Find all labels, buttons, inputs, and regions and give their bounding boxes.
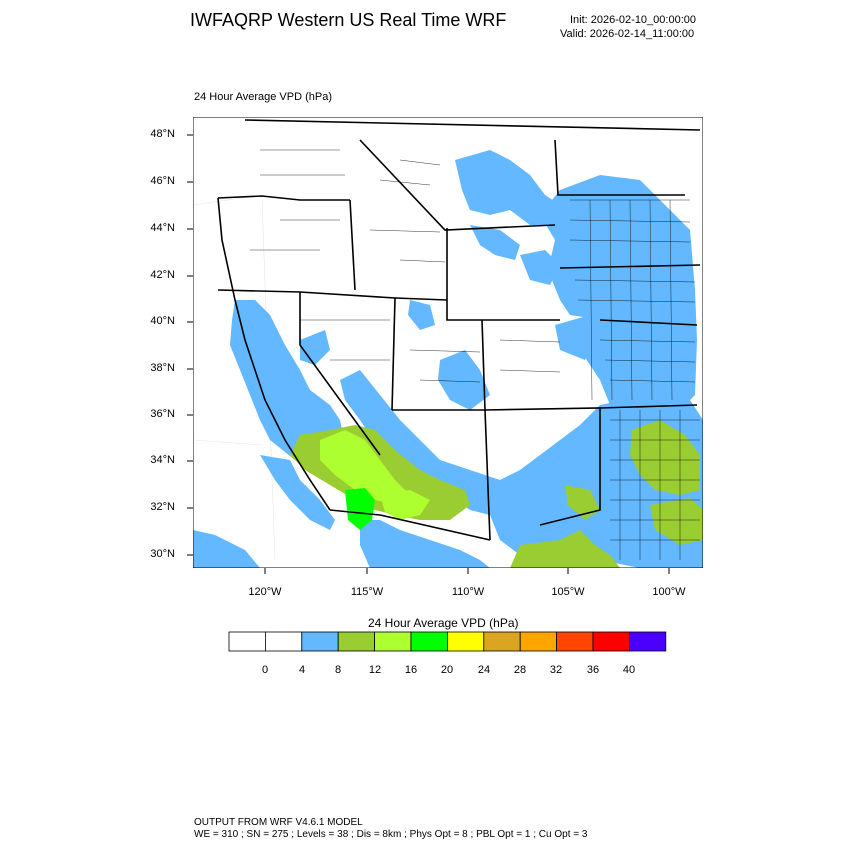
colorbar-box [410, 631, 448, 652]
border-id [349, 199, 448, 301]
colorbar-box [446, 631, 485, 652]
colorbar-box [228, 631, 266, 652]
lon-label-100: 100°W [652, 586, 686, 598]
lat-label-36: 36°N [150, 408, 175, 420]
colorbar-tick: 32 [549, 664, 563, 676]
border-ne-ks [599, 319, 698, 326]
colorbar-tick: 28 [513, 664, 527, 676]
colorbar-tick: 4 [298, 664, 306, 676]
axis-ticks [187, 134, 670, 574]
plot-title: IWFAQRP Western US Real Time WRF [190, 10, 507, 30]
border-ks-ok [599, 404, 698, 409]
vpd-region-texas-south [650, 498, 703, 545]
footer-model: OUTPUT FROM WRF V4.6.1 MODEL [194, 817, 363, 828]
vpd-region-texas-panhandle [630, 420, 700, 495]
colorbar-tick: 40 [622, 664, 636, 676]
colorbar-box [374, 631, 412, 652]
colorbar-tick: 20 [440, 664, 454, 676]
lon-label-115: 115°W [350, 586, 384, 598]
border-or-wa [217, 195, 350, 201]
footer-config: WE = 310 ; SN = 275 ; Levels = 38 ; Dis … [194, 829, 588, 840]
colorbar-box [337, 631, 376, 652]
vpd-region-socal [260, 455, 335, 530]
colorbar-tick: 24 [477, 664, 491, 676]
border-wy-co [446, 228, 560, 321]
border-or-ca [217, 289, 301, 293]
county-lines [250, 149, 700, 560]
colorbar-box [301, 631, 339, 652]
colorbar-tick: 0 [261, 664, 269, 676]
border-nm-tx [484, 407, 601, 526]
colorbar-box [556, 631, 594, 652]
lat-label-46: 46°N [150, 175, 175, 187]
lon-label-120: 120°W [248, 586, 282, 598]
vpd-region-idaho [408, 300, 435, 330]
border-ca-nv [299, 292, 381, 456]
vpd-region-colorado [555, 315, 595, 360]
coast-ca [217, 197, 331, 511]
colorbar-tick: 36 [586, 664, 600, 676]
state-borders [217, 119, 701, 541]
lon-label-110: 110°W [451, 586, 485, 598]
vpd-region-nm-south [565, 485, 600, 520]
colorbar-box [483, 631, 521, 652]
vpd-region-plains [540, 175, 697, 410]
colorbar [228, 631, 667, 652]
colorbar-title: 24 Hour Average VPD (hPa) [368, 616, 519, 630]
vpd-region-sonoran [380, 490, 430, 520]
valid-time: Valid: 2026-02-14_11:00:00 [560, 28, 695, 40]
border-mt-wy [359, 139, 556, 231]
border-canada [244, 119, 701, 131]
vpd-region-baja [193, 530, 260, 568]
vpd-shading-12-16 [320, 430, 430, 520]
vpd-region-sonora [360, 520, 490, 568]
vpd-region-montana-east [520, 250, 560, 285]
colorbar-box [519, 631, 558, 652]
vpd-region-imperial [345, 488, 375, 530]
border-ut-co [481, 319, 486, 411]
lat-label-42: 42°N [150, 269, 175, 281]
vpd-region-chihuahua [510, 530, 620, 568]
colorbar-tick: 8 [334, 664, 342, 676]
map-area [193, 117, 703, 568]
lon-label-105: 105°W [551, 586, 585, 598]
lat-label-48: 48°N [150, 128, 175, 140]
border-mexico [329, 509, 491, 541]
vpd-region-southwest [340, 370, 703, 568]
border-dakotas [554, 139, 701, 269]
vpd-region-california [230, 300, 345, 470]
lat-label-30: 30°N [150, 548, 175, 560]
colorbar-box [592, 631, 630, 652]
vpd-shading-4-8 [193, 150, 703, 568]
lat-label-38: 38°N [150, 362, 175, 374]
vpd-region-mojave [320, 430, 410, 505]
colorbar-tick: 16 [404, 664, 418, 676]
lat-label-32: 32°N [150, 501, 175, 513]
vpd-region-wyoming [470, 225, 520, 260]
lat-label-40: 40°N [150, 315, 175, 327]
vpd-shading-16-20 [345, 488, 375, 530]
vpd-region-utah [438, 350, 490, 410]
colorbar-box [629, 631, 667, 652]
init-time: Init: 2026-02-10_00:00:00 [570, 14, 696, 26]
colorbar-tick: 12 [368, 664, 382, 676]
field-label: 24 Hour Average VPD (hPa) [194, 91, 332, 103]
vpd-region-montana [455, 150, 560, 225]
lat-label-44: 44°N [150, 222, 175, 234]
colorbar-box [264, 631, 303, 652]
lat-label-34: 34°N [150, 454, 175, 466]
